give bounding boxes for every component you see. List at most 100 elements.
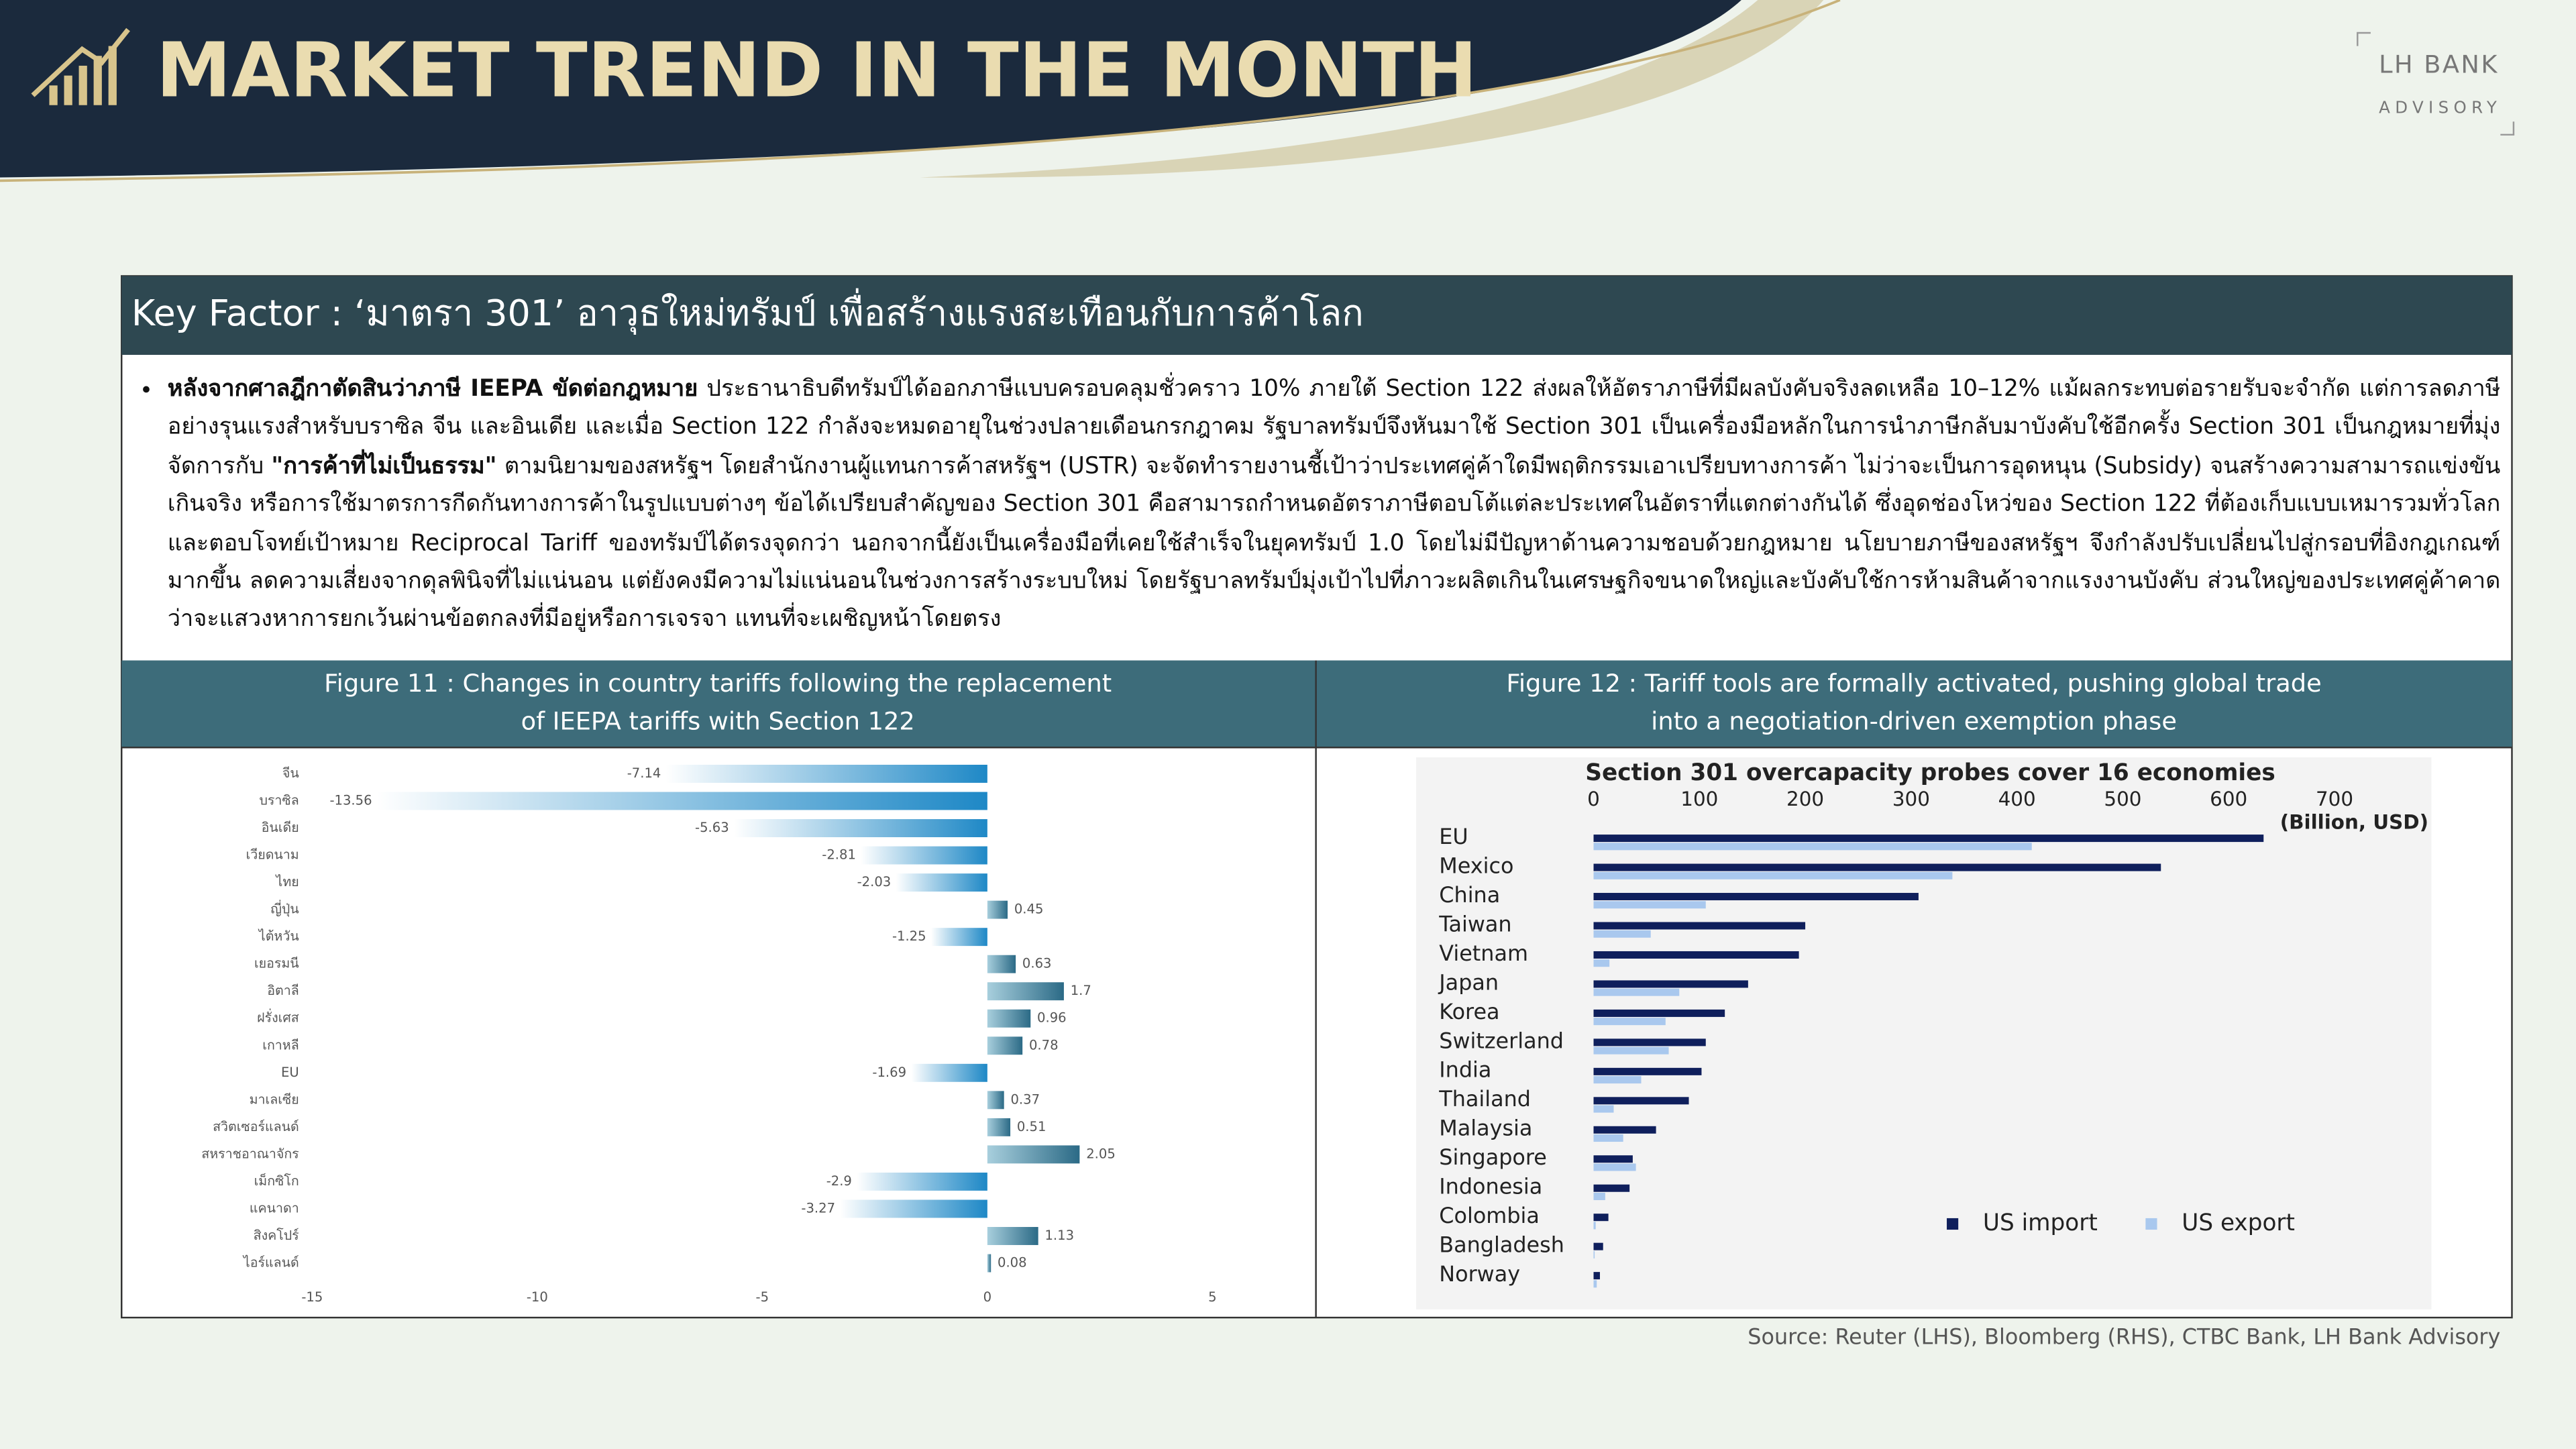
key-factor-title-bar xyxy=(121,276,2512,355)
bar xyxy=(1593,1192,1605,1200)
x-tick-label: 400 xyxy=(1998,788,2036,810)
bar xyxy=(1593,1076,1642,1084)
category-label: Korea xyxy=(1439,999,1499,1024)
header-banner xyxy=(0,0,1741,178)
x-tick-label: 0 xyxy=(1587,788,1600,810)
category-label: เวียดนาม xyxy=(246,847,299,863)
text-run: หลังจากศาลฎีกาตัดสินว่าภาษี IEEPA ขัดต่อ… xyxy=(167,376,698,403)
bar xyxy=(1593,959,1610,967)
header-curve xyxy=(0,0,1841,182)
bar xyxy=(1593,980,1748,988)
bar xyxy=(857,1172,987,1191)
category-label: Bangladesh xyxy=(1439,1232,1564,1258)
value-label: 2.05 xyxy=(1086,1146,1116,1161)
bar xyxy=(861,846,987,865)
bar xyxy=(930,928,987,947)
bar xyxy=(911,1063,987,1082)
bar xyxy=(987,1091,1004,1110)
value-label: -2.81 xyxy=(822,847,856,863)
category-label: เยอรมนี xyxy=(254,956,299,971)
bar xyxy=(1593,1067,1702,1075)
category-label: ไทย xyxy=(274,874,299,890)
category-label: Switzerland xyxy=(1439,1028,1564,1053)
value-label: 0.37 xyxy=(1010,1091,1040,1107)
category-label: India xyxy=(1439,1057,1491,1083)
x-tick-label: -15 xyxy=(301,1289,323,1305)
category-label: EU xyxy=(281,1065,299,1080)
category-label: Taiwan xyxy=(1438,911,1511,936)
value-label: 0.78 xyxy=(1029,1037,1059,1053)
bar xyxy=(1593,988,1680,996)
bar xyxy=(1593,863,2161,871)
bar xyxy=(1593,1272,1600,1280)
bar xyxy=(987,982,1064,1001)
x-tick-label: -5 xyxy=(756,1289,769,1305)
logo-corner xyxy=(2357,32,2371,46)
bar xyxy=(1593,871,1953,879)
bar xyxy=(987,1036,1023,1055)
category-label: Thailand xyxy=(1438,1086,1531,1112)
x-tick-label: 700 xyxy=(2316,788,2353,810)
bar xyxy=(1593,922,1806,930)
figure-caption: Figure 12 : Tariff tools are formally ac… xyxy=(1322,665,2505,741)
value-label: -1.25 xyxy=(892,928,926,944)
bar xyxy=(987,1145,1080,1164)
figure-caption: Figure 11 : Changes in country tariffs f… xyxy=(127,665,1309,741)
header-icon xyxy=(31,28,130,105)
axis-label: (Billion, USD) xyxy=(2280,810,2428,833)
bar xyxy=(1593,901,1706,909)
category-label: Japan xyxy=(1438,969,1499,995)
category-label: Mexico xyxy=(1439,853,1513,878)
bar xyxy=(1593,951,1799,959)
bar xyxy=(1593,1018,1666,1026)
value-label: -13.56 xyxy=(329,793,372,808)
category-label: ฝรั่งเศส xyxy=(257,1009,299,1026)
bar xyxy=(1593,1163,1636,1171)
value-label: -7.14 xyxy=(627,765,661,781)
category-label: เม็กซิโก xyxy=(254,1173,299,1189)
bar xyxy=(1593,843,2032,851)
logo-corner xyxy=(2500,121,2515,136)
value-label: -1.69 xyxy=(872,1065,906,1080)
value-label: 0.96 xyxy=(1037,1010,1067,1026)
value-label: 0.63 xyxy=(1022,956,1052,971)
category-label: สิงคโปร์ xyxy=(254,1228,299,1243)
bar xyxy=(987,955,1016,973)
category-label: EU xyxy=(1439,824,1468,849)
x-tick-label: 100 xyxy=(1680,788,1718,810)
caption-line: of IEEPA tariffs with Section 122 xyxy=(521,706,915,737)
bar xyxy=(987,1227,1038,1245)
bar xyxy=(1593,1097,1689,1105)
x-tick-label: 0 xyxy=(983,1289,991,1305)
source-note: Source: Reuter (LHS), Bloomberg (RHS), C… xyxy=(1748,1326,2501,1351)
bar xyxy=(1593,1280,1597,1288)
legend-swatch xyxy=(2145,1218,2157,1230)
bar xyxy=(1593,1242,1603,1250)
bar xyxy=(1593,835,2264,843)
bar xyxy=(665,765,987,783)
category-label: Colombia xyxy=(1439,1203,1540,1228)
x-tick-label: 600 xyxy=(2210,788,2247,810)
category-label: แคนาดา xyxy=(250,1200,299,1216)
logo-sub: ADVISORY xyxy=(2379,98,2502,117)
bar xyxy=(1593,930,1651,938)
category-label: China xyxy=(1439,882,1500,908)
category-label: อินเดีย xyxy=(262,820,299,835)
bar xyxy=(1593,1126,1656,1134)
value-label: 1.7 xyxy=(1071,983,1091,998)
bar xyxy=(1593,1184,1630,1192)
legend-swatch xyxy=(1947,1218,1959,1230)
text-run: "การค้าที่ไม่เป็นธรรม" xyxy=(271,453,497,480)
value-label: -2.03 xyxy=(857,874,892,890)
logo-brand: LH BANK xyxy=(2379,50,2499,78)
x-tick-label: 200 xyxy=(1786,788,1824,810)
category-label: Vietnam xyxy=(1439,941,1528,966)
bar xyxy=(1593,1105,1614,1113)
caption-line: Figure 11 : Changes in country tariffs f… xyxy=(324,668,1112,698)
category-label: จีน xyxy=(282,765,299,781)
category-label: Malaysia xyxy=(1439,1116,1532,1141)
category-label: Norway xyxy=(1439,1261,1520,1287)
bar xyxy=(1593,1222,1596,1230)
